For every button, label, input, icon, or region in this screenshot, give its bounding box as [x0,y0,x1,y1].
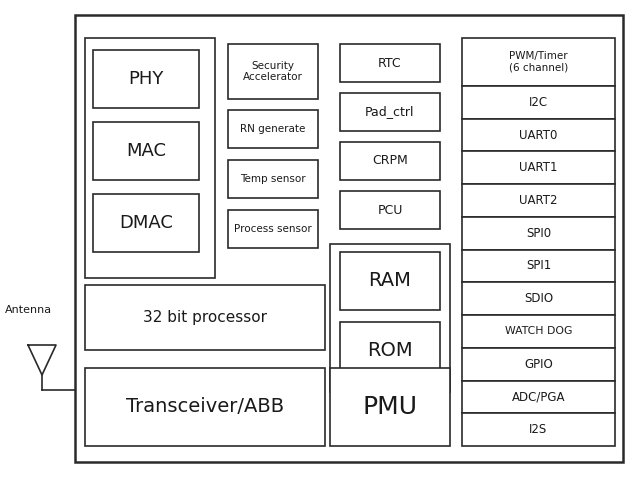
Bar [330,244,450,392]
Text: Security
Accelerator: Security Accelerator [243,61,303,82]
Bar [340,322,440,380]
Text: RN generate: RN generate [240,124,306,134]
Bar [462,250,615,282]
Text: UART0: UART0 [519,128,557,142]
Text: Temp sensor: Temp sensor [240,174,306,184]
Bar [93,50,199,108]
Text: DMAC: DMAC [119,214,173,232]
Bar [462,282,615,315]
Bar [340,252,440,310]
Text: UART1: UART1 [519,161,557,174]
Text: PMU: PMU [362,395,417,419]
Text: UART2: UART2 [519,194,557,207]
Text: PWM/Timer
(6 channel): PWM/Timer (6 channel) [509,51,568,73]
Bar [462,348,615,380]
Bar [93,194,199,252]
Text: SDIO: SDIO [524,292,553,305]
Bar [462,184,615,217]
Text: MAC: MAC [126,142,166,160]
Bar [340,44,440,82]
Bar [228,210,318,248]
Bar [462,119,615,151]
Bar [462,217,615,250]
Bar [228,160,318,198]
Bar [462,38,615,86]
Bar [340,191,440,229]
Bar [85,38,215,278]
Bar [85,368,325,446]
Text: PCU: PCU [378,204,403,217]
Text: I2S: I2S [529,423,548,436]
Text: ADC/PGA: ADC/PGA [512,390,565,403]
Text: SPI0: SPI0 [526,227,551,240]
Bar [462,380,615,413]
Text: Pad_ctrl: Pad_ctrl [365,105,415,118]
Bar [462,315,615,348]
Bar [228,44,318,99]
Text: Transceiver/ABB: Transceiver/ABB [126,398,284,417]
Text: PHY: PHY [128,70,164,88]
Text: I2C: I2C [529,96,548,109]
Text: RAM: RAM [369,272,412,290]
Bar [340,142,440,180]
Bar [462,151,615,184]
Bar [85,285,325,350]
Bar [93,122,199,180]
Text: SPI1: SPI1 [526,260,551,273]
Text: GPIO: GPIO [524,358,553,371]
Text: Process sensor: Process sensor [234,224,312,234]
Text: WATCH DOG: WATCH DOG [505,327,572,336]
Text: Antenna: Antenna [4,305,52,315]
Bar [462,413,615,446]
Bar [340,93,440,131]
Bar [330,368,450,446]
Text: RTC: RTC [378,57,402,69]
Text: CRPM: CRPM [372,155,408,168]
Bar [75,15,623,462]
Text: 32 bit processor: 32 bit processor [143,310,267,325]
Bar [462,86,615,119]
Bar [228,110,318,148]
Text: ROM: ROM [367,342,413,361]
